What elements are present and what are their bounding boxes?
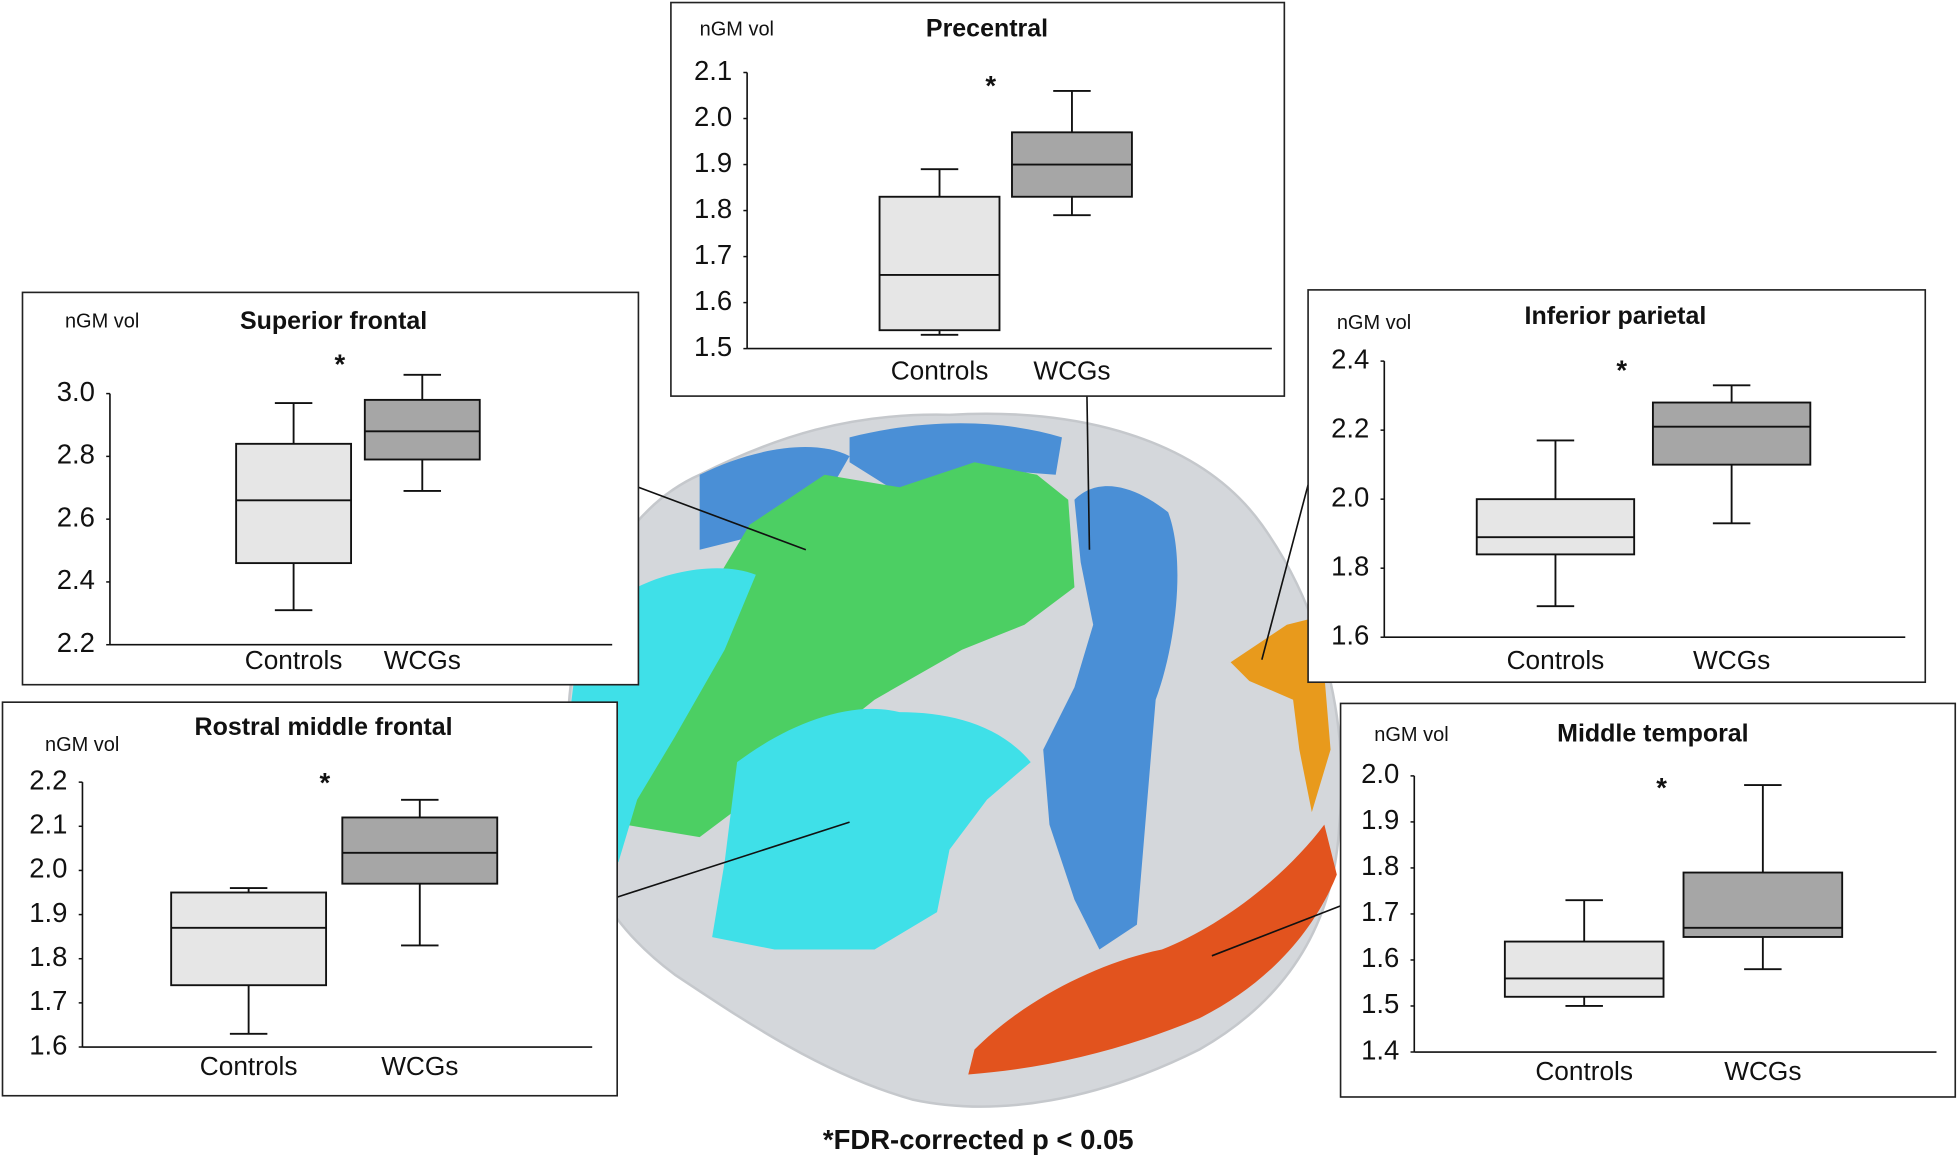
brain-region — [712, 708, 1031, 950]
panel-title: Superior frontal — [240, 307, 427, 335]
y-tick-label: 2.0 — [29, 853, 67, 884]
y-tick-label: 1.5 — [694, 331, 732, 362]
brain-region — [1043, 486, 1178, 950]
y-tick-label: 2.8 — [57, 439, 95, 470]
y-tick-label: 1.8 — [1361, 850, 1399, 881]
panel-frame — [1307, 289, 1927, 684]
y-tick-label: 1.6 — [1331, 619, 1369, 650]
x-tick-label: Controls — [1535, 1056, 1633, 1086]
y-tick-label: 2.2 — [57, 627, 95, 658]
y-tick-label: 2.4 — [1331, 343, 1369, 374]
box — [235, 442, 353, 565]
footnote: *FDR-corrected p < 0.05 — [823, 1124, 1134, 1155]
panel-frame — [1339, 702, 1957, 1098]
panel-title: Precentral — [926, 15, 1048, 43]
leader-line — [616, 821, 850, 898]
x-tick-label: Controls — [245, 645, 343, 675]
leader-line — [1261, 484, 1309, 660]
significance-mark: * — [1616, 355, 1627, 386]
significance-mark: * — [985, 70, 996, 101]
y-axis-label: nGM vol — [1337, 312, 1411, 334]
box — [341, 816, 499, 885]
panel: Middle temporal nGM vol * 1.4 1.5 1.6 1.7 1.8 1.… — [1339, 702, 1957, 1098]
y-tick-label: 1.7 — [1361, 896, 1399, 927]
box — [1682, 871, 1844, 938]
y-tick-label: 1.7 — [29, 985, 67, 1016]
y-tick-label: 1.8 — [1331, 550, 1369, 581]
x-tick-label: Controls — [200, 1051, 298, 1081]
leader-line — [638, 486, 807, 551]
y-tick-label: 1.8 — [29, 941, 67, 972]
panel-title: Inferior parietal — [1525, 302, 1707, 330]
y-tick-label: 2.2 — [1331, 412, 1369, 443]
y-tick-label: 2.1 — [694, 55, 732, 86]
y-tick-label: 1.6 — [29, 1029, 67, 1060]
brain-region — [849, 423, 1062, 494]
y-tick-label: 1.7 — [694, 239, 732, 270]
x-tick-label: WCGs — [1693, 645, 1770, 675]
y-tick-label: 1.5 — [1361, 988, 1399, 1019]
y-tick-label: 3.0 — [57, 376, 95, 407]
y-tick-label: 1.8 — [694, 193, 732, 224]
panel-title: Rostral middle frontal — [195, 713, 453, 741]
y-tick-label: 1.9 — [1361, 804, 1399, 835]
y-tick-label: 2.2 — [29, 764, 67, 795]
leader-line — [1086, 396, 1091, 550]
panel: Rostral middle frontal nGM vol * 1.6 1.7 1.8 1… — [1, 701, 618, 1097]
significance-mark: * — [334, 348, 345, 379]
panel: Precentral nGM vol * 1.5 1.6 1.7 1.8 1.9 2.0 2.1 C… — [670, 1, 1286, 397]
panel: Superior frontal nGM vol * 2.2 2.4 2.6 2.8 3.0 C… — [21, 291, 640, 686]
box — [1475, 498, 1636, 556]
box — [878, 195, 1001, 332]
y-axis-label: nGM vol — [45, 734, 119, 756]
y-axis-label: nGM vol — [1374, 724, 1448, 746]
y-tick-label: 2.1 — [29, 809, 67, 840]
y-tick-label: 1.9 — [29, 897, 67, 928]
brain — [562, 412, 1343, 1108]
y-tick-label: 1.6 — [1361, 942, 1399, 973]
brain-region — [968, 824, 1337, 1075]
x-tick-label: WCGs — [1724, 1056, 1801, 1086]
y-tick-label: 2.4 — [57, 564, 95, 595]
y-tick-label: 1.9 — [694, 147, 732, 178]
x-tick-label: WCGs — [384, 645, 461, 675]
x-tick-label: WCGs — [381, 1051, 458, 1081]
x-tick-label: Controls — [1507, 645, 1605, 675]
y-tick-label: 2.0 — [694, 101, 732, 132]
leader-line — [1211, 905, 1341, 957]
y-tick-label: 2.0 — [1361, 758, 1399, 789]
box — [1651, 401, 1812, 466]
y-tick-label: 2.6 — [57, 501, 95, 532]
y-axis-label: nGM vol — [65, 311, 139, 333]
y-axis-label: nGM vol — [700, 18, 774, 40]
box — [363, 398, 481, 461]
x-tick-label: WCGs — [1033, 355, 1110, 385]
significance-mark: * — [1656, 772, 1667, 803]
leader-lines — [616, 396, 1341, 957]
y-tick-label: 1.6 — [694, 285, 732, 316]
box — [1503, 940, 1665, 998]
brain-region — [624, 462, 1075, 838]
y-tick-label: 2.0 — [1331, 481, 1369, 512]
panel: Inferior parietal nGM vol * 1.6 1.8 2.0 2.2 2.4… — [1307, 289, 1927, 684]
y-tick-label: 1.4 — [1361, 1034, 1399, 1065]
panel-title: Middle temporal — [1557, 719, 1748, 747]
brain-region — [1230, 618, 1331, 813]
x-tick-label: Controls — [891, 355, 989, 385]
significance-mark: * — [319, 767, 330, 798]
box — [170, 891, 328, 987]
